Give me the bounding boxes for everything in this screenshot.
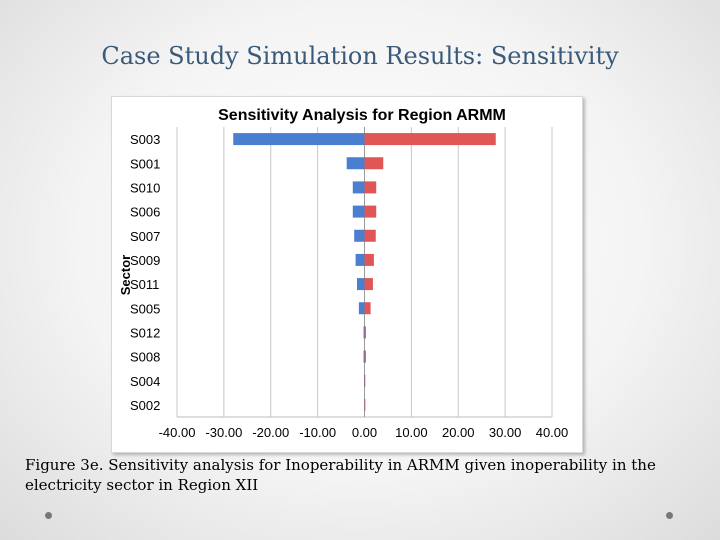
sector-label: S007 (130, 229, 160, 244)
bar-positive (364, 350, 366, 363)
bar-negative (352, 205, 365, 218)
sector-label: S012 (130, 325, 160, 340)
sensitivity-chart: S003 S001 S010 S006 S007 S009 S011 S005 S012 S008… (111, 96, 583, 453)
sector-label: S008 (130, 350, 160, 365)
sector-label: S005 (130, 301, 160, 316)
bar-negative (354, 229, 365, 242)
bar-negative (364, 374, 365, 387)
bar-positive (364, 181, 377, 194)
x-tick-label: -40.00 (159, 425, 196, 440)
bar-negative (352, 181, 365, 194)
bar-positive (364, 326, 366, 339)
bar-positive (364, 398, 366, 411)
bar-positive (364, 374, 366, 387)
x-tick-label: 10.00 (395, 425, 428, 440)
bar-positive (364, 253, 374, 266)
bar-negative (357, 278, 365, 291)
x-tick-label: 20.00 (442, 425, 475, 440)
sector-label: S006 (130, 205, 160, 220)
sector-label: S003 (130, 132, 160, 147)
sector-labels: S003 S001 S010 S006 S007 S009 S011 S005 S012 S008… (130, 132, 160, 413)
chart-svg: S003 S001 S010 S006 S007 S009 S011 S005 S012 S008… (118, 107, 569, 440)
sector-label: S009 (130, 253, 160, 268)
bar-positive (364, 157, 384, 170)
bar-positive (364, 229, 376, 242)
sector-label: S011 (130, 277, 159, 292)
x-tick-label: 40.00 (536, 425, 569, 440)
sector-label: S001 (130, 156, 160, 171)
bar-positive (364, 205, 377, 218)
bullet-dot-left (45, 512, 52, 519)
x-tick-label: 30.00 (489, 425, 522, 440)
x-tick-labels: -40.00 -30.00 -20.00 -10.00 0.00 10.00 20.00 30… (159, 425, 569, 440)
figure-caption: Figure 3e. Sensitivity analysis for Inop… (25, 456, 656, 494)
sector-label: S004 (130, 374, 160, 389)
bars (233, 133, 496, 411)
grid-lines (176, 127, 553, 418)
bar-positive (364, 133, 496, 146)
x-tick-label: -20.00 (252, 425, 289, 440)
bar-positive (364, 302, 371, 315)
bar-negative (355, 253, 365, 266)
sector-label: S010 (130, 180, 160, 195)
x-tick-label: -30.00 (205, 425, 242, 440)
bar-positive (364, 278, 373, 291)
y-axis-label: Sector (118, 255, 133, 295)
chart-title: Sensitivity Analysis for Region ARMM (218, 107, 506, 124)
bar-negative (363, 350, 365, 363)
x-tick-label: -10.00 (299, 425, 336, 440)
bar-negative (363, 326, 365, 339)
x-tick-label: 0.00 (352, 425, 377, 440)
sector-label: S002 (130, 398, 160, 413)
bar-negative (346, 157, 365, 170)
bullet-dot-right (666, 512, 673, 519)
bar-negative (233, 133, 365, 146)
bar-negative (358, 302, 365, 315)
